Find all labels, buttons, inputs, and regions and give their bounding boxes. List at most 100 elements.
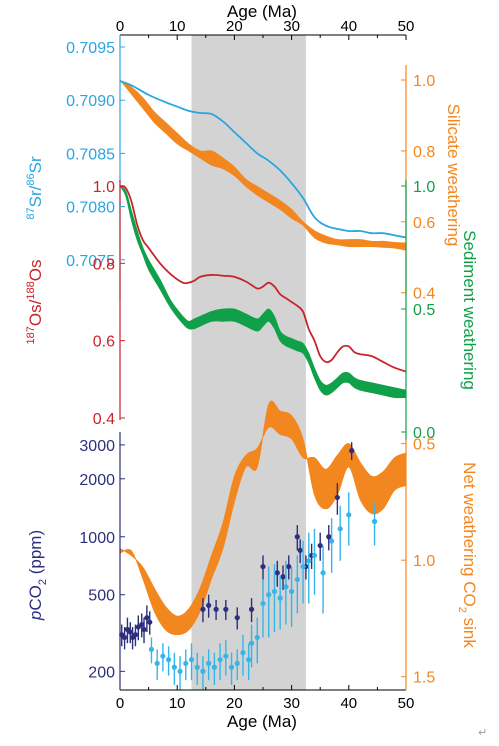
pco2_new-point <box>188 657 195 663</box>
sr-axis-title: 87Sr/86Sr <box>25 156 45 220</box>
pco2_compilation-point <box>317 542 323 549</box>
x-tick-label-bottom: 0 <box>116 695 124 712</box>
pco2_compilation-point <box>127 629 133 635</box>
x-axis-title-top: Age (Ma) <box>227 2 297 21</box>
x-tick-label-top: 20 <box>226 18 243 35</box>
x-axis-title-bottom: Age (Ma) <box>227 712 297 731</box>
pco2-tick-label: 3000 <box>79 438 115 455</box>
sr-axis-title-main: Sr/ <box>26 185 45 207</box>
pco2_new-point <box>260 600 266 607</box>
pco2_compilation-point <box>147 619 153 625</box>
pco2_new-point <box>248 640 255 646</box>
pco2_new-point <box>254 634 260 641</box>
pco2_new-point <box>346 512 352 518</box>
silicate-tick-label: 0.8 <box>413 144 435 161</box>
pco2_new-point <box>283 584 289 590</box>
os-axis-title-mid: Os/ <box>26 299 45 326</box>
sr-tick-label: 0.7095 <box>66 40 115 57</box>
x-tick-label-top: 0 <box>116 18 124 35</box>
os-tick-label: 1.0 <box>93 179 115 196</box>
pco2_new-point <box>337 526 343 532</box>
os-tick-label: 0.4 <box>93 411 115 428</box>
line-layer <box>119 80 407 373</box>
pco2-tick-label: 500 <box>88 588 115 605</box>
pco2_new-point <box>289 588 295 595</box>
pco2_new-point <box>223 653 229 659</box>
x-tick-label-bottom: 30 <box>283 695 300 712</box>
points-layer <box>119 442 378 690</box>
pco2_compilation-point <box>349 448 355 454</box>
net_sink-tick-label: 1.5 <box>413 670 435 687</box>
pco2_new-point <box>271 588 278 595</box>
pco2_new-point <box>234 660 240 666</box>
pco2_compilation-point <box>280 574 286 580</box>
pco2_new-point <box>148 646 155 653</box>
pco2_new-point <box>294 576 300 583</box>
sediment-axis-title: Sediment weathering <box>460 230 479 390</box>
pco2_new-point <box>246 657 252 663</box>
x-tick-label-top: 40 <box>340 18 357 35</box>
pco2_compilation-point <box>274 570 280 576</box>
pco2_new-point <box>320 570 326 576</box>
sr-axis-title-end: Sr <box>26 156 45 173</box>
axis-title-layer: Age (Ma) Age (Ma) 87Sr/86Sr 187Os/188Os … <box>25 2 479 731</box>
pco2-axis-title-unit: (ppm) <box>26 530 45 579</box>
x-tick-label-bottom: 10 <box>169 695 186 712</box>
net-sink-axis-title-end: sink <box>460 613 479 648</box>
pco2_new-point <box>154 660 160 666</box>
pco2_new-point <box>266 592 272 598</box>
x-tick-label-top: 30 <box>283 18 300 35</box>
pco2_new-point <box>217 657 223 663</box>
pco2_compilation-point <box>248 606 255 612</box>
pco2_compilation-point <box>213 606 219 612</box>
x-tick-label-bottom: 20 <box>226 695 243 712</box>
sr-axis-title-sup1: 87 <box>25 207 37 219</box>
shaded-interval <box>191 35 306 690</box>
pco2_new-point <box>206 660 212 666</box>
silicate-axis-title: Silicate weathering <box>444 104 463 247</box>
pco2_new-point <box>160 653 166 659</box>
pco2_compilation-point <box>234 615 240 621</box>
axes-layer: 0 0 10 10 20 20 30 30 40 40 50 50 0.7095 0.7090 0.7085… <box>66 18 435 712</box>
pco2_new-point <box>211 664 217 670</box>
sr-tick-label: 0.7085 <box>66 146 115 163</box>
sediment-tick-label: 0.0 <box>413 425 435 442</box>
return-mark-glyph: ↵ <box>478 726 488 739</box>
pco2_new-point <box>166 657 172 663</box>
x-tick-label-bottom: 50 <box>398 695 415 712</box>
pco2_compilation-point <box>144 615 150 621</box>
pco2_compilation-point <box>206 602 212 609</box>
pco2_new-point <box>371 518 378 525</box>
pco2-axis-title: pCO2 (ppm) <box>26 530 49 621</box>
pco2_new-point <box>183 660 189 666</box>
sediment-tick-label: 0.5 <box>413 302 435 319</box>
os-tick-label: 0.8 <box>93 256 115 273</box>
pco2_new-point <box>311 552 318 559</box>
highlight-interval-layer <box>191 35 306 690</box>
silicate-tick-label: 0.6 <box>413 215 435 232</box>
x-tick-label-bottom: 40 <box>340 695 357 712</box>
pco2_compilation-point <box>260 563 266 570</box>
os-line <box>119 185 407 373</box>
pco2_new-point <box>306 558 312 564</box>
silicate-tick-label: 1.0 <box>413 73 435 90</box>
pco2_compilation-point <box>326 534 332 540</box>
pco2_new-point <box>194 664 200 670</box>
pco2_compilation-point <box>121 634 128 641</box>
sediment-tick-label: 1.0 <box>413 179 435 196</box>
sr-tick-label: 0.7090 <box>66 93 115 110</box>
pco2_new-point <box>329 538 335 544</box>
pco2_compilation-point <box>132 632 139 638</box>
net_sink-tick-label: 1.0 <box>413 553 435 570</box>
pco2-tick-label: 200 <box>88 664 115 681</box>
pco2_new-point <box>177 668 183 674</box>
pco2_compilation-point <box>223 606 229 612</box>
pco2_new-point <box>171 664 177 670</box>
pco2_compilation-point <box>294 534 300 540</box>
x-tick-label-top: 10 <box>169 18 186 35</box>
pco2-tick-label: 2000 <box>79 472 115 489</box>
x-tick-label-top: 50 <box>398 18 415 35</box>
pco2_new-point <box>240 650 246 656</box>
pco2-axis-title-italic: p <box>26 611 45 621</box>
